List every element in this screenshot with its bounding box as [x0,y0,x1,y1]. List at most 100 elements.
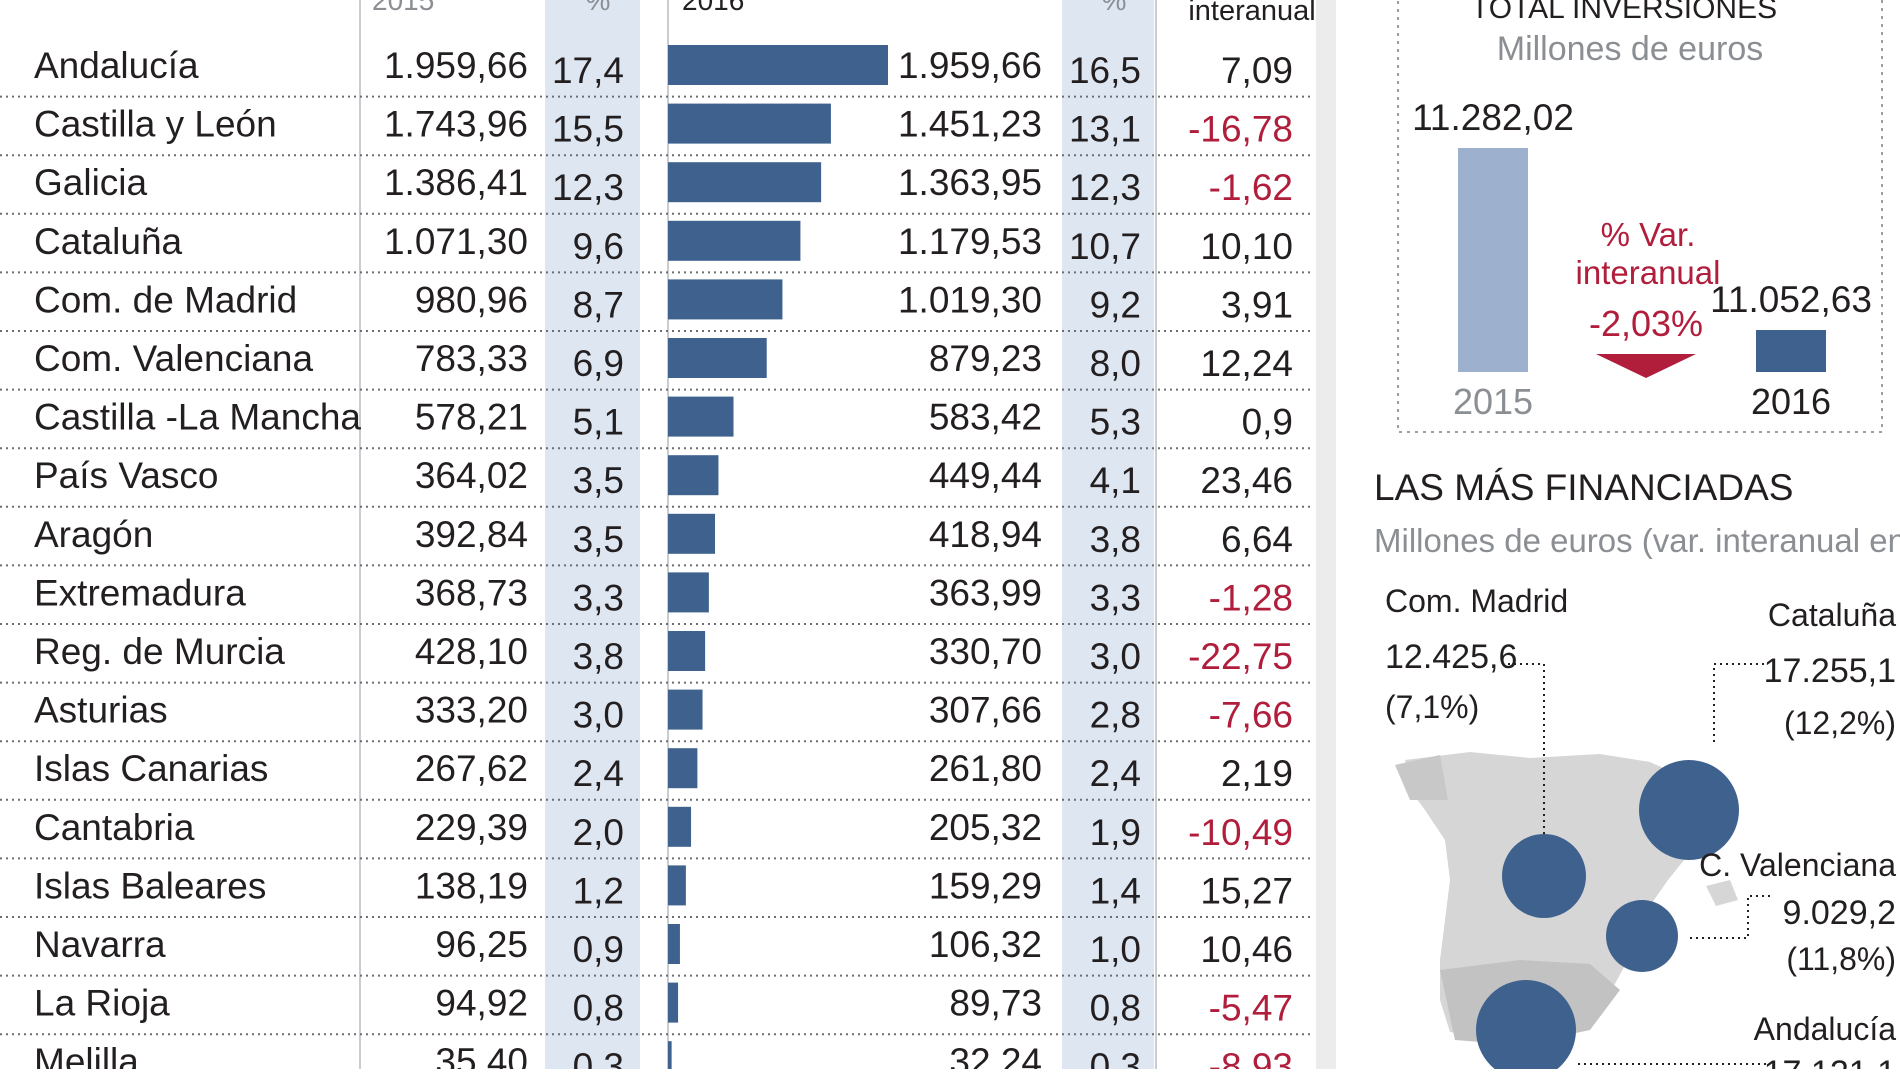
value-2015: 368,73 [415,572,528,613]
value-2016: 449,44 [929,455,1042,496]
madrid-leader [1502,663,1545,834]
total-value-2016: 11.052,63 [1710,279,1872,320]
value-2015: 364,02 [415,455,528,496]
pct-2015: 3,0 [573,695,624,736]
total-subtitle: Millones de euros [1497,30,1763,68]
andalucia-value: 17.121,1 [1764,1054,1896,1069]
total-bar-2015 [1458,148,1528,372]
pct-2016: 13,1 [1069,109,1141,150]
value-2016: 1.179,53 [898,221,1042,262]
andalucia-name: Andalucía [1754,1011,1897,1047]
pct-2016: 3,3 [1090,577,1141,618]
pct-2016: 12,3 [1069,167,1141,208]
var-interanual: 6,64 [1221,519,1293,560]
var-interanual: -5,47 [1209,988,1293,1029]
total-value-2015: 11.282,02 [1412,97,1574,138]
bar-2016 [668,45,888,85]
region-name: Aragón [34,514,153,555]
header-2016: 2016 [682,0,744,16]
pct-2015: 15,5 [552,109,624,150]
total-category-2016: 2016 [1751,381,1831,422]
value-2015: 267,62 [415,748,528,789]
pct-2016: 1,9 [1090,812,1141,853]
region-name: Islas Canarias [34,748,268,789]
var-interanual: -7,66 [1209,695,1293,736]
region-name: La Rioja [34,983,170,1024]
value-2015: 1.071,30 [384,221,528,262]
pct-2015: 3,3 [573,577,624,618]
total-bars: 11.282,02 2015 11.052,63 2016 [1412,97,1872,422]
pct-2015: 17,4 [552,50,624,91]
valenciana-pct: (11,8%) [1786,941,1896,977]
value-2016: 89,73 [949,983,1042,1024]
down-arrow-icon [1596,354,1696,378]
var-interanual: 23,46 [1200,460,1293,501]
var-interanual: -16,78 [1188,109,1293,150]
region-name: Cantabria [34,807,195,848]
region-name: Melilla [34,1041,139,1069]
region-name: Navarra [34,924,166,965]
value-2015: 1.959,66 [384,45,528,86]
pct-2015: 9,6 [573,226,624,267]
pct-2016: 5,3 [1090,402,1141,443]
header-pct-2016: % [1102,0,1127,16]
pct-2015: 3,5 [573,460,624,501]
header-pct-2015: % [586,0,611,16]
pct-2015: 3,5 [573,519,624,560]
value-2016: 261,80 [929,748,1042,789]
pct-2015: 1,2 [573,870,624,911]
pct-2015: 2,4 [573,753,624,794]
region-name: Com. Valenciana [34,338,313,379]
value-2015: 1.386,41 [384,162,528,203]
var-interanual: -8,93 [1209,1046,1293,1069]
pct-2016: 9,2 [1090,284,1141,325]
bar-2016 [668,865,686,906]
valenciana-circle [1606,900,1678,972]
pct-2016: 0,3 [1090,1046,1141,1069]
map-title: LAS MÁS FINANCIADAS [1374,467,1793,508]
value-2015: 783,33 [415,338,528,379]
region-name: Castilla y León [34,104,277,145]
region-name: Extremadura [34,572,246,613]
region-name: Com. de Madrid [34,279,297,320]
bar-2016 [668,103,831,144]
var-label-line2: interanual [1576,254,1721,291]
bar-2016 [668,982,679,1023]
var-interanual: 7,09 [1221,50,1293,91]
value-2016: 879,23 [929,338,1042,379]
header-interanual: interanual [1188,0,1315,27]
var-interanual: -10,49 [1188,812,1293,853]
pct-2015: 0,9 [573,929,624,970]
value-2015: 980,96 [415,279,528,320]
value-2015: 428,10 [415,631,528,672]
var-interanual: 10,46 [1200,929,1293,970]
region-column-bg [0,0,360,1069]
bar-2016 [668,689,703,730]
var-interanual: 3,91 [1221,284,1293,325]
cataluna-leader [1713,663,1764,742]
pct-2016: 1,0 [1090,929,1141,970]
pct-2016: 2,8 [1090,695,1141,736]
pct-2016: 10,7 [1069,226,1141,267]
pct-2015: 8,7 [573,284,624,325]
value-2015: 138,19 [415,865,528,906]
value-2016: 1.363,95 [898,162,1042,203]
madrid-circle [1502,834,1586,918]
pct-2016: 0,8 [1090,988,1141,1029]
bar-2016 [668,806,692,847]
var-value: -2,03% [1589,303,1703,344]
pct-2016-band [1062,0,1154,1069]
value-2016: 1.019,30 [898,279,1042,320]
var-interanual: -22,75 [1188,636,1293,677]
value-2016: 363,99 [929,572,1042,613]
bar-2016 [668,162,822,203]
value-2015: 35,40 [435,1041,528,1069]
bar-2016 [668,572,709,613]
bar-2016 [668,455,719,496]
cataluna-circle [1639,760,1739,860]
value-2015: 578,21 [415,397,528,438]
value-2015: 94,92 [435,983,528,1024]
pct-2016: 3,8 [1090,519,1141,560]
bar-2016 [668,1041,672,1074]
